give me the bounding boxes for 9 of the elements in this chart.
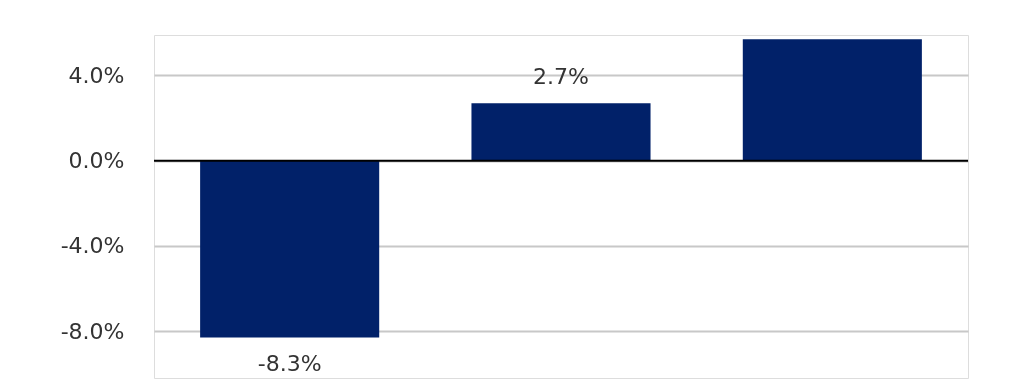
y-tick-label: 4.0% [68,62,125,88]
y-tick-label: -8.0% [60,318,125,344]
bar [200,160,380,338]
y-tick-label: 0.0% [68,148,125,174]
y-tick-label: -4.0% [60,233,125,259]
bar [742,39,922,161]
data-label: -8.3% [257,350,322,376]
data-label: 2.7% [533,64,589,90]
bar [471,103,651,161]
